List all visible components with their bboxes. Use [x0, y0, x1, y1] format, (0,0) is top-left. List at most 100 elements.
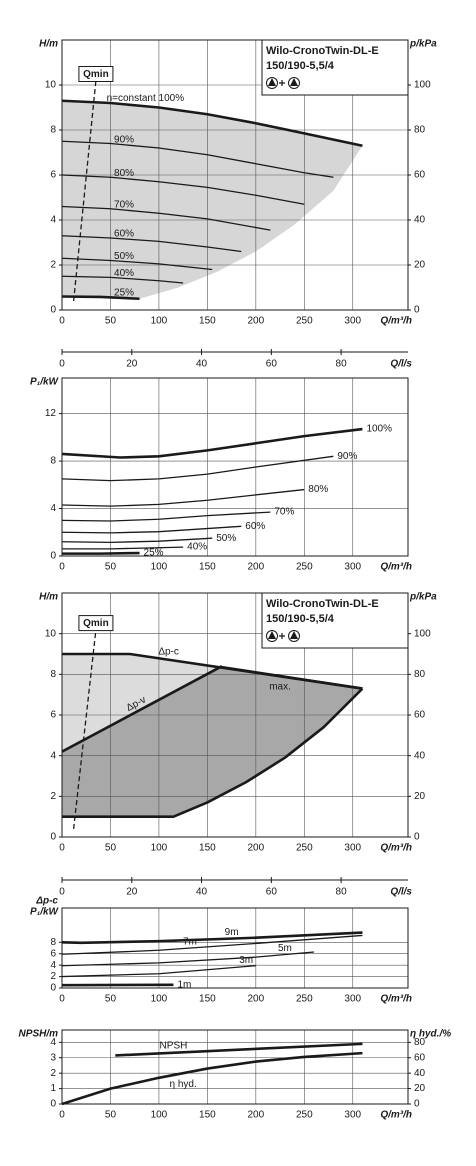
title: Wilo-CronoTwin-DL-E: [266, 45, 379, 57]
plot-frame: [61, 377, 409, 557]
y-tick-label: 10: [45, 628, 57, 639]
plot-area: [62, 378, 408, 556]
y-axis-label: H/m: [39, 592, 58, 603]
curve-label: Qmin: [83, 69, 109, 80]
curve: [62, 546, 184, 550]
x-tick-label: 50: [105, 843, 117, 854]
y-tick-label: 12: [45, 408, 57, 419]
y-tick-label: 1: [50, 1083, 56, 1094]
x-tick-label: 60: [266, 887, 278, 898]
x-tick-label: 150: [199, 994, 216, 1005]
x-tick-label: 0: [59, 1110, 65, 1121]
x-tick-label: 150: [199, 562, 216, 573]
y2-tick-label: 0: [414, 832, 420, 843]
x-tick-label: 250: [296, 843, 313, 854]
y-tick-label: 10: [45, 80, 57, 91]
curve-label: 60%: [245, 521, 265, 532]
x-tick-label: 100: [151, 316, 168, 327]
curve: [61, 931, 363, 945]
y-tick-label: 8: [50, 937, 56, 948]
x-tick-label: 60: [266, 359, 278, 370]
curve: [62, 551, 140, 555]
y2-tick-label: 40: [414, 750, 426, 761]
label-box: [78, 615, 114, 632]
y-axis-label: P₁/kW: [30, 377, 60, 388]
pump-icon: [268, 631, 276, 639]
curve: [72, 629, 97, 829]
y-tick-label: 8: [50, 669, 56, 680]
y-axis-label: NPSH/m: [19, 1029, 59, 1040]
y2-tick-label: 0: [414, 1099, 420, 1110]
x-tick-label: 200: [247, 316, 264, 327]
curve: [61, 525, 242, 534]
y-tick-label: 0: [50, 832, 56, 843]
y-tick-label: 6: [50, 170, 56, 181]
x-tick-label: 50: [105, 1110, 117, 1121]
y-tick-label: 0: [50, 551, 56, 562]
x-tick-label: 250: [296, 994, 313, 1005]
curve-label: max.: [269, 682, 291, 693]
y2-axis-label: η hyd./%: [410, 1029, 451, 1040]
curve-label: 50%: [216, 533, 236, 544]
y2-axis-label: p/kPa: [409, 592, 437, 603]
x-tick-label: 200: [247, 1110, 264, 1121]
x-tick-label: 0: [59, 316, 65, 327]
x-tick-label: 0: [59, 843, 65, 854]
curve-label: 80%: [114, 168, 134, 179]
curve: [61, 140, 334, 178]
plot-frame: [61, 1029, 409, 1105]
y-tick-label: 8: [50, 456, 56, 467]
plot-area: [62, 908, 408, 988]
y2-tick-label: 100: [414, 80, 431, 91]
x-axis-label: Q/l/s: [390, 887, 412, 898]
x-tick-label: 40: [196, 887, 208, 898]
x-tick-label: 100: [151, 843, 168, 854]
x-tick-label: 0: [59, 359, 65, 370]
y2-tick-label: 40: [414, 1068, 426, 1079]
y-tick-label: 4: [50, 1037, 56, 1048]
curve: [61, 295, 140, 301]
y-tick-label: 4: [50, 503, 56, 514]
y2-tick-label: 20: [414, 260, 426, 271]
y-tick-label: 2: [50, 1068, 56, 1079]
y2-tick-label: 0: [414, 305, 420, 316]
x-tick-label: 100: [151, 1110, 168, 1121]
curve-label: η hyd.: [170, 1079, 197, 1090]
label-box: [78, 66, 114, 82]
plot-frame: [61, 39, 409, 311]
curve: [115, 1042, 363, 1057]
curve-label: 40%: [114, 268, 134, 279]
curve: [61, 275, 184, 284]
y-tick-label: 0: [50, 983, 56, 994]
x-tick-label: 300: [344, 316, 361, 327]
title-box: [261, 39, 409, 96]
title: 150/190-5,5/4: [266, 613, 335, 625]
curve: [61, 537, 213, 544]
x-axis-label: Q/m³/h: [380, 562, 412, 573]
x-tick-label: 50: [105, 994, 117, 1005]
curve: [61, 235, 242, 253]
x-tick-label: 200: [247, 562, 264, 573]
y-tick-label: 8: [50, 125, 56, 136]
curve: [221, 665, 363, 690]
plot-frame: [61, 592, 409, 838]
x-axis-label: Q/l/s: [390, 359, 412, 370]
pump-icon: [290, 631, 298, 639]
curve: [61, 174, 305, 205]
curve-label: 3m: [239, 955, 253, 966]
y2-tick-label: 40: [414, 215, 426, 226]
curve: [61, 934, 363, 955]
curve: [61, 488, 305, 507]
y-tick-label: 4: [50, 960, 56, 971]
curve: [72, 80, 97, 302]
pump-icon: [268, 78, 276, 86]
curve: [61, 427, 363, 459]
curve: [62, 687, 364, 818]
y2-tick-label: 100: [414, 628, 431, 639]
curve-label: 25%: [114, 288, 134, 299]
title: Wilo-CronoTwin-DL-E: [266, 598, 379, 610]
pump-icon: [290, 78, 298, 86]
title: 150/190-5,5/4: [266, 60, 335, 72]
x-tick-label: 250: [296, 562, 313, 573]
